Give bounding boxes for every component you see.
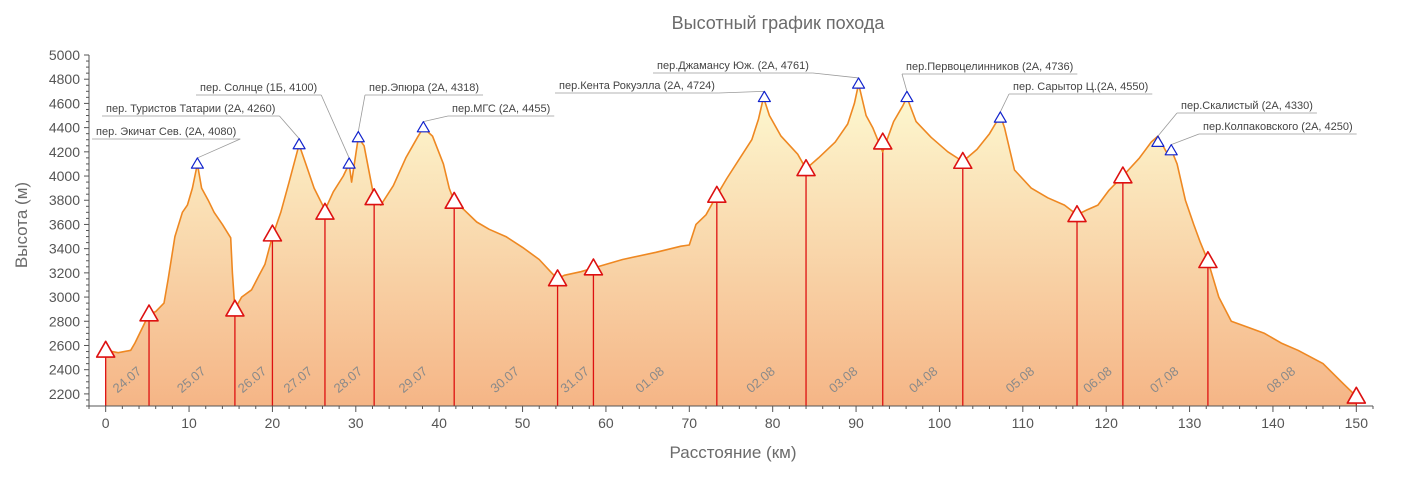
camp-marker [225,299,245,317]
y-tick-label: 4200 [49,144,80,160]
camp-marker [1198,250,1218,269]
pass-leader [423,115,449,123]
y-tick-label: 3000 [49,289,80,305]
passes-layer: пер. Экичат Сев. (2А, 4080) пер. Туристов… [92,60,1357,169]
camp-marker [1067,204,1087,223]
y-tick-label: 4400 [49,120,80,136]
camp-lines-layer [105,142,1357,406]
camps-layer [95,132,1367,404]
pass-label: пер.Кента Рокуэлла (2А, 4724) [559,80,715,92]
camp-marker [139,304,159,322]
y-tick-label: 2800 [49,313,80,329]
axes-layer: 2200 2400 2600 2800 3000 3200 3400 3600 3800 4000… [49,47,1374,431]
camp-marker [707,185,727,203]
camp-marker [364,188,384,206]
x-tick-label: 120 [1095,415,1119,431]
camp-marker [315,202,335,220]
pass-marker [1151,135,1165,147]
pass-marker [851,77,866,89]
pass-leader [812,72,859,79]
camp-marker [262,224,283,242]
y-axis-label: Высота (м) [12,182,31,268]
y-tick-label: 2200 [49,386,80,402]
y-tick-label: 3400 [49,241,80,257]
camp-marker [952,151,973,170]
camp-marker [1113,166,1133,184]
pass-label: пер. Туристов Татарии (2А, 4260) [106,103,275,115]
pass-leader [1171,133,1200,145]
x-tick-label: 50 [515,415,531,431]
x-tick-label: 70 [682,415,698,431]
chart-title: Высотный график похода [672,13,886,33]
pass-leader [1157,112,1178,137]
x-tick-label: 40 [431,415,447,431]
y-tick-label: 2400 [49,362,80,378]
area-layer [105,83,1357,407]
camp-marker [95,340,116,358]
camp-marker [583,258,604,276]
pass-marker [190,157,204,169]
camp-marker [1346,386,1367,404]
pass-marker [757,90,771,103]
x-tick-label: 90 [848,415,864,431]
x-tick-label: 60 [598,415,614,431]
pass-label: пер.МГС (2А, 4455) [452,103,550,115]
pass-marker [351,130,365,143]
camp-marker [444,191,464,210]
camp-marker [547,269,568,287]
elevation-area [105,83,1357,407]
pass-marker [342,157,356,169]
pass-label: пер. Солнце (1Б, 4100) [200,82,317,94]
pass-leader [357,94,366,132]
camp-marker [796,158,816,177]
pass-label: пер. Сарытор Ц.(2А, 4550) [1013,81,1148,93]
y-tick-label: 2600 [49,337,80,353]
y-tick-label: 4600 [49,95,80,111]
pass-label: пер. Экичат Сев. (2А, 4080) [96,126,236,138]
y-tick-label: 3200 [49,265,80,281]
x-axis-label: Расстояние (км) [670,443,797,462]
pass-marker [416,121,430,133]
y-tick-label: 3800 [49,192,80,208]
x-tick-label: 30 [348,415,364,431]
x-tick-label: 10 [181,415,197,431]
pass-marker [993,111,1007,123]
pass-leader [279,115,300,139]
pass-leader [197,138,241,159]
pass-leader [320,94,350,159]
camp-marker [872,132,893,150]
y-tick-label: 5000 [49,47,80,63]
pass-leader [901,73,908,92]
x-tick-label: 80 [765,415,781,431]
pass-label: пер.Джамансу Юж. (2А, 4761) [657,60,809,72]
y-tick-label: 4800 [49,71,80,87]
x-tick-label: 100 [928,415,952,431]
x-tick-label: 110 [1012,415,1035,431]
pass-marker [900,90,914,103]
y-tick-label: 4000 [49,168,80,184]
x-tick-label: 130 [1178,415,1202,431]
pass-label: пер.Первоцелинников (2А, 4736) [906,61,1073,73]
pass-label: пер.Эпюра (2А, 4318) [369,82,479,94]
x-tick-label: 20 [265,415,281,431]
pass-marker [1164,144,1178,156]
x-tick-label: 140 [1261,415,1285,431]
pass-leader [718,90,765,94]
pass-leader [999,93,1010,113]
pass-label: пер.Скалистый (2А, 4330) [1181,100,1313,112]
y-tick-label: 3600 [49,216,80,232]
pass-label: пер.Колпаковского (2А, 4250) [1203,121,1353,133]
x-tick-label: 0 [102,415,110,431]
x-tick-label: 150 [1345,415,1369,431]
pass-marker [292,137,306,150]
